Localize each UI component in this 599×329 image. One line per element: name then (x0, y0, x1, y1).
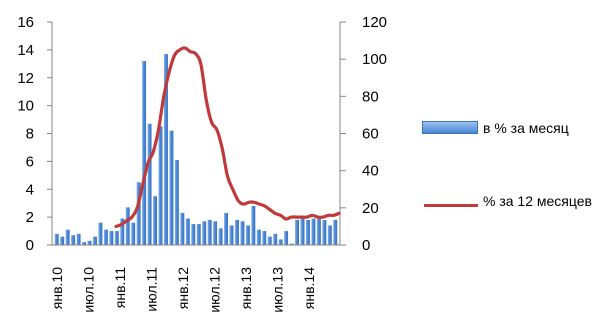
left-tick-label: 14 (17, 42, 34, 59)
bar (202, 221, 207, 245)
bar (109, 231, 114, 245)
x-tick-label: июл.13 (270, 267, 286, 313)
bar (251, 205, 256, 245)
legend-line-label: % за 12 месяцев (483, 193, 592, 209)
line-series (114, 46, 341, 228)
bar (196, 224, 201, 245)
legend-bar-swatch (422, 121, 478, 134)
x-tick-label: июл.11 (144, 267, 160, 312)
line-path (114, 46, 341, 228)
right-tick-label: 40 (362, 163, 379, 180)
right-tick-label: 0 (362, 237, 370, 254)
left-tick-label: 8 (26, 126, 34, 143)
bar (103, 229, 108, 245)
bar (289, 243, 294, 245)
bar (82, 242, 86, 245)
right-tick-label: 100 (362, 51, 387, 68)
bar (136, 182, 141, 245)
left-tick-label: 6 (26, 153, 34, 170)
bar (322, 219, 327, 245)
bar-series (54, 54, 338, 246)
legend-bar-label: в % за месяц (483, 120, 569, 136)
bar (278, 239, 283, 245)
axes (51, 22, 341, 246)
bar (262, 231, 267, 245)
bar (169, 130, 174, 245)
bar (131, 222, 136, 245)
bar (240, 221, 245, 245)
bar (207, 219, 212, 245)
left-tick-label: 0 (26, 237, 34, 254)
right-tick-label: 120 (362, 14, 387, 31)
bar (333, 219, 338, 245)
bar (311, 218, 316, 245)
right-tick-label: 80 (362, 88, 379, 105)
bar (300, 218, 305, 245)
bar (60, 236, 65, 245)
bar (120, 218, 125, 245)
bar (114, 231, 119, 245)
x-tick-label: янв.13 (238, 267, 254, 309)
bar (93, 236, 97, 245)
right-axis-ticks: 0 20 40 60 80 100 120 (340, 14, 387, 254)
x-tick-label: янв.12 (175, 267, 191, 309)
left-tick-label: 4 (26, 181, 34, 198)
bar (147, 123, 152, 245)
left-tick-label: 10 (17, 98, 34, 115)
bar (256, 229, 261, 245)
bar (71, 235, 76, 245)
bar (224, 212, 228, 245)
bar (191, 224, 196, 245)
x-tick-label: янв.14 (301, 267, 317, 309)
bar (235, 219, 239, 245)
x-tick-label: июл.10 (81, 267, 97, 313)
bar (98, 222, 103, 245)
bar (125, 207, 130, 245)
bar (185, 218, 190, 245)
bar (295, 219, 299, 245)
bar (158, 126, 163, 245)
x-tick-label: янв.11 (112, 267, 128, 308)
bar (306, 219, 310, 245)
bar (267, 236, 272, 245)
bar (142, 61, 147, 245)
left-tick-label: 2 (26, 209, 34, 226)
x-axis-labels: янв.10 июл.10 янв.11 июл.11 янв.12 июл.12 янв.… (49, 267, 317, 313)
bar (65, 229, 70, 245)
left-axis-ticks: 0 2 4 6 8 10 12 14 16 (17, 14, 52, 254)
bar (153, 196, 157, 245)
bar (273, 233, 278, 245)
bar (54, 233, 59, 245)
bar (164, 54, 168, 246)
legend-line-swatch (424, 204, 478, 207)
left-tick-label: 16 (17, 14, 34, 31)
x-tick-label: янв.10 (49, 267, 65, 309)
x-tick-label: июл.12 (207, 267, 223, 313)
bar (229, 225, 234, 245)
bar (76, 233, 81, 245)
bar (218, 228, 223, 245)
bar (180, 212, 185, 245)
bar (284, 231, 289, 245)
left-tick-label: 12 (17, 70, 34, 87)
bar (245, 225, 250, 245)
right-tick-label: 20 (362, 200, 379, 217)
bar (316, 218, 321, 245)
right-tick-label: 60 (362, 126, 379, 143)
bar (174, 159, 179, 245)
bar (327, 225, 332, 245)
bar (87, 240, 92, 245)
bar (213, 221, 218, 245)
